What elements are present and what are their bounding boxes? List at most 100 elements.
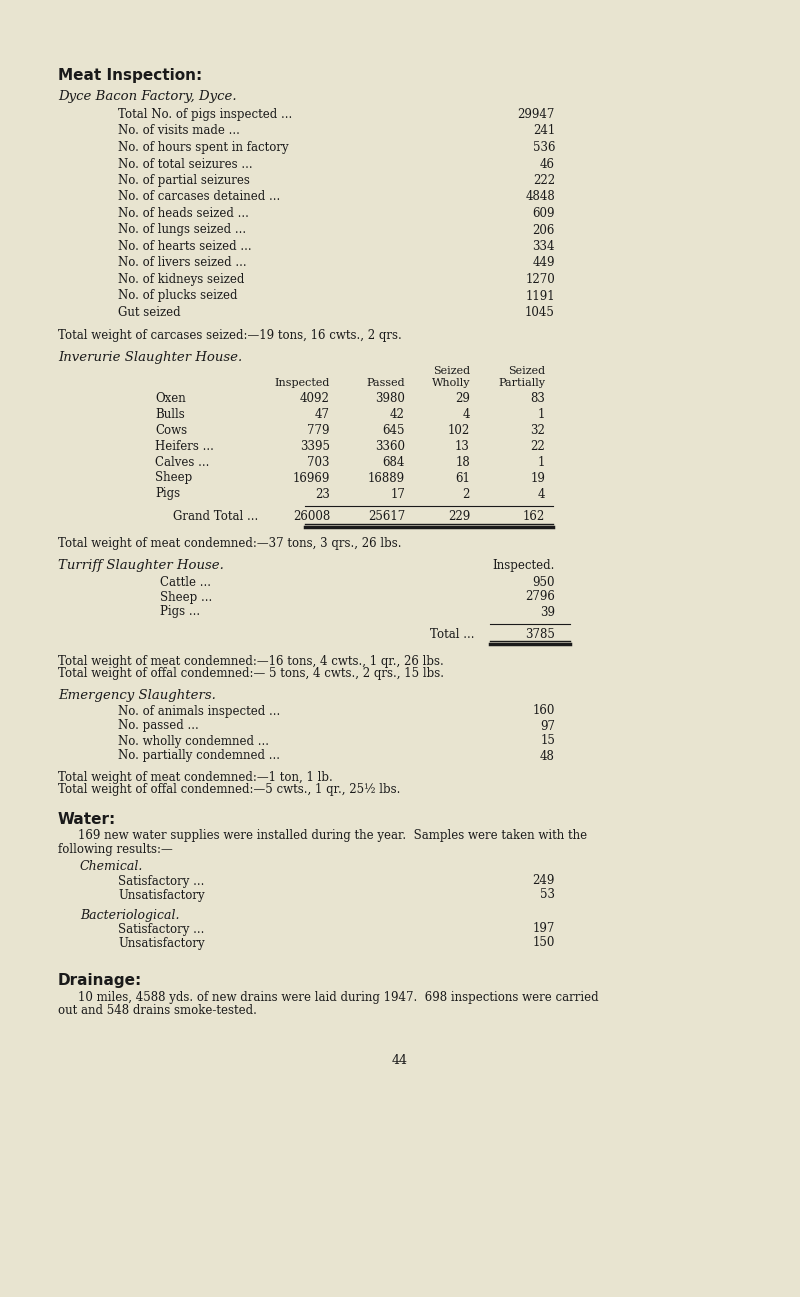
Text: No. of hearts seized ...: No. of hearts seized ...	[118, 240, 252, 253]
Text: 160: 160	[533, 704, 555, 717]
Text: 44: 44	[392, 1053, 408, 1066]
Text: Grand Total ...: Grand Total ...	[173, 510, 258, 523]
Text: Cows: Cows	[155, 424, 187, 437]
Text: 53: 53	[540, 888, 555, 901]
Text: Cattle ...: Cattle ...	[160, 576, 211, 589]
Text: No. of total seizures ...: No. of total seizures ...	[118, 157, 253, 170]
Text: Wholly: Wholly	[431, 377, 470, 388]
Text: 4092: 4092	[300, 392, 330, 405]
Text: Satisfactory ...: Satisfactory ...	[118, 874, 204, 887]
Text: Total weight of carcases seized:—19 tons, 16 cwts., 2 qrs.: Total weight of carcases seized:—19 tons…	[58, 328, 402, 341]
Text: 1: 1	[538, 407, 545, 420]
Text: No. passed ...: No. passed ...	[118, 720, 198, 733]
Text: 61: 61	[455, 472, 470, 485]
Text: 197: 197	[533, 922, 555, 935]
Text: 3785: 3785	[525, 628, 555, 641]
Text: 17: 17	[390, 488, 405, 501]
Text: Bacteriological.: Bacteriological.	[80, 908, 179, 921]
Text: Pigs: Pigs	[155, 488, 180, 501]
Text: 334: 334	[533, 240, 555, 253]
Text: 1: 1	[538, 455, 545, 468]
Text: Seized: Seized	[433, 367, 470, 376]
Text: 241: 241	[533, 125, 555, 137]
Text: Calves ...: Calves ...	[155, 455, 210, 468]
Text: 779: 779	[307, 424, 330, 437]
Text: 83: 83	[530, 392, 545, 405]
Text: Total ...: Total ...	[430, 628, 474, 641]
Text: 536: 536	[533, 141, 555, 154]
Text: 2796: 2796	[525, 590, 555, 603]
Text: Chemical.: Chemical.	[80, 860, 143, 873]
Text: 29: 29	[455, 392, 470, 405]
Text: Sheep: Sheep	[155, 472, 192, 485]
Text: Satisfactory ...: Satisfactory ...	[118, 922, 204, 935]
Text: 42: 42	[390, 407, 405, 420]
Text: No. of kidneys seized: No. of kidneys seized	[118, 272, 244, 287]
Text: Inspected.: Inspected.	[493, 559, 555, 572]
Text: No. of visits made ...: No. of visits made ...	[118, 125, 240, 137]
Text: 150: 150	[533, 936, 555, 949]
Text: No. of heads seized ...: No. of heads seized ...	[118, 208, 249, 220]
Text: 3360: 3360	[375, 440, 405, 453]
Text: Meat Inspection:: Meat Inspection:	[58, 67, 202, 83]
Text: 3980: 3980	[375, 392, 405, 405]
Text: 4: 4	[538, 488, 545, 501]
Text: 39: 39	[540, 606, 555, 619]
Text: 16889: 16889	[368, 472, 405, 485]
Text: following results:—: following results:—	[58, 843, 173, 856]
Text: 206: 206	[533, 223, 555, 236]
Text: Emergency Slaughters.: Emergency Slaughters.	[58, 690, 216, 703]
Text: 97: 97	[540, 720, 555, 733]
Text: Total No. of pigs inspected ...: Total No. of pigs inspected ...	[118, 108, 292, 121]
Text: Total weight of offal condemned:— 5 tons, 4 cwts., 2 qrs., 15 lbs.: Total weight of offal condemned:— 5 tons…	[58, 668, 444, 681]
Text: 46: 46	[540, 157, 555, 170]
Text: 18: 18	[455, 455, 470, 468]
Text: 3395: 3395	[300, 440, 330, 453]
Text: Seized: Seized	[508, 367, 545, 376]
Text: 47: 47	[315, 407, 330, 420]
Text: Sheep ...: Sheep ...	[160, 590, 212, 603]
Text: No. of hours spent in factory: No. of hours spent in factory	[118, 141, 289, 154]
Text: Pigs ...: Pigs ...	[160, 606, 200, 619]
Text: Unsatisfactory: Unsatisfactory	[118, 888, 205, 901]
Text: 4848: 4848	[526, 191, 555, 204]
Text: Inverurie Slaughter House.: Inverurie Slaughter House.	[58, 350, 242, 363]
Text: Oxen: Oxen	[155, 392, 186, 405]
Text: 249: 249	[533, 874, 555, 887]
Text: Partially: Partially	[498, 377, 545, 388]
Text: Unsatisfactory: Unsatisfactory	[118, 936, 205, 949]
Text: 162: 162	[522, 510, 545, 523]
Text: Total weight of meat condemned:—16 tons, 4 cwts., 1 qr., 26 lbs.: Total weight of meat condemned:—16 tons,…	[58, 655, 444, 668]
Text: 449: 449	[533, 257, 555, 270]
Text: 29947: 29947	[518, 108, 555, 121]
Text: No. wholly condemned ...: No. wholly condemned ...	[118, 734, 269, 747]
Text: Drainage:: Drainage:	[58, 973, 142, 987]
Text: 23: 23	[315, 488, 330, 501]
Text: 48: 48	[540, 750, 555, 763]
Text: 950: 950	[533, 576, 555, 589]
Text: 703: 703	[307, 455, 330, 468]
Text: 25617: 25617	[368, 510, 405, 523]
Text: 4: 4	[462, 407, 470, 420]
Text: 15: 15	[540, 734, 555, 747]
Text: No. of carcases detained ...: No. of carcases detained ...	[118, 191, 280, 204]
Text: 26008: 26008	[293, 510, 330, 523]
Text: 32: 32	[530, 424, 545, 437]
Text: No. of animals inspected ...: No. of animals inspected ...	[118, 704, 280, 717]
Text: No. of livers seized ...: No. of livers seized ...	[118, 257, 246, 270]
Text: 169 new water supplies were installed during the year.  Samples were taken with : 169 new water supplies were installed du…	[78, 830, 587, 843]
Text: 13: 13	[455, 440, 470, 453]
Text: out and 548 drains smoke-tested.: out and 548 drains smoke-tested.	[58, 1004, 257, 1017]
Text: Total weight of meat condemned:—37 tons, 3 qrs., 26 lbs.: Total weight of meat condemned:—37 tons,…	[58, 537, 402, 550]
Text: Inspected: Inspected	[274, 377, 330, 388]
Text: Total weight of offal condemned:—5 cwts., 1 qr., 25½ lbs.: Total weight of offal condemned:—5 cwts.…	[58, 783, 400, 796]
Text: 10 miles, 4588 yds. of new drains were laid during 1947.  698 inspections were c: 10 miles, 4588 yds. of new drains were l…	[78, 991, 598, 1004]
Text: Total weight of meat condemned:—1 ton, 1 lb.: Total weight of meat condemned:—1 ton, 1…	[58, 770, 333, 783]
Text: 1045: 1045	[525, 306, 555, 319]
Text: No. of lungs seized ...: No. of lungs seized ...	[118, 223, 246, 236]
Text: 222: 222	[533, 174, 555, 187]
Text: 1191: 1191	[526, 289, 555, 302]
Text: Gut seized: Gut seized	[118, 306, 181, 319]
Text: No. of partial seizures: No. of partial seizures	[118, 174, 250, 187]
Text: Passed: Passed	[366, 377, 405, 388]
